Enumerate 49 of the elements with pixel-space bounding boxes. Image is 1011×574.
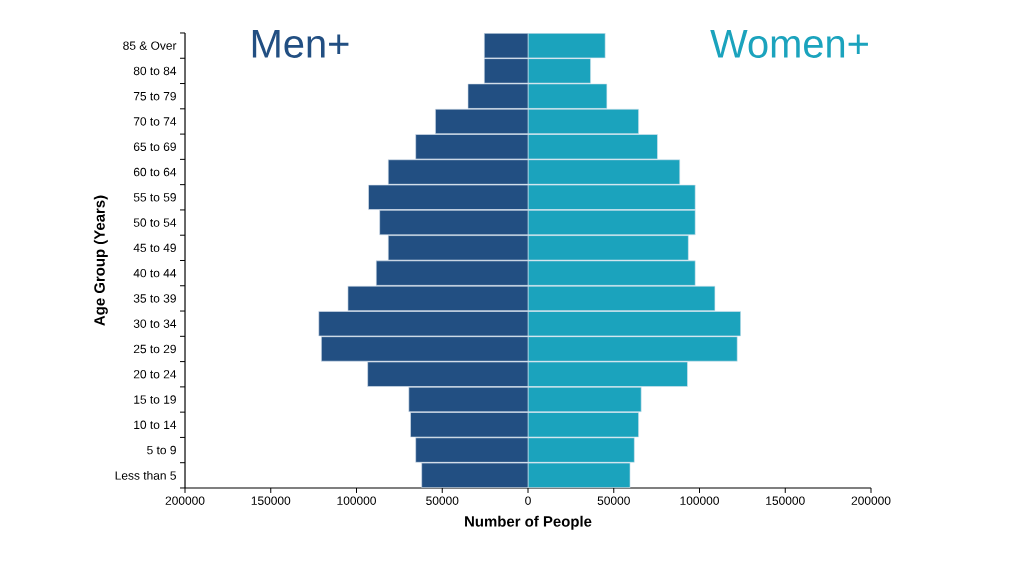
x-axis-title: Number of People bbox=[465, 515, 592, 530]
text: Women+ bbox=[710, 30, 868, 58]
x-tick-label: 50000 bbox=[426, 496, 459, 505]
bar bbox=[527, 108, 639, 135]
bar bbox=[527, 386, 642, 413]
bar bbox=[527, 159, 681, 185]
y-tick-label: 30 to 34 bbox=[133, 319, 177, 328]
bar bbox=[527, 311, 741, 337]
y-tick-label: 55 to 59 bbox=[133, 193, 176, 202]
y-tick-label: 10 to 14 bbox=[134, 420, 177, 430]
x-tick-label: 200000 bbox=[851, 496, 891, 505]
y-tick-label: 35 to 39 bbox=[133, 294, 176, 303]
bar bbox=[527, 361, 688, 387]
y-tick-label: 60 to 64 bbox=[133, 167, 177, 177]
y-tick-label: 5 to 9 bbox=[147, 445, 176, 455]
bar bbox=[527, 260, 696, 286]
y-axis-title: Age Group (Years) bbox=[93, 195, 108, 326]
x-tick-label: 100000 bbox=[680, 496, 719, 505]
text: Men+ bbox=[252, 30, 349, 58]
y-tick-label: 40 to 44 bbox=[133, 268, 177, 278]
bar bbox=[527, 184, 696, 210]
y-tick-label: 20 to 24 bbox=[133, 370, 177, 379]
y-tick-label: 15 to 19 bbox=[134, 395, 176, 404]
x-tick-label: 100000 bbox=[337, 496, 376, 505]
bar bbox=[527, 33, 606, 59]
y-tick-label: 85 & Over bbox=[123, 41, 177, 50]
y-tick-label: 75 to 79 bbox=[133, 91, 176, 101]
y-tick-label: 25 to 29 bbox=[133, 344, 176, 354]
x-tick-label: 0 bbox=[525, 496, 531, 505]
bar bbox=[527, 235, 689, 261]
x-tick-label: 200000 bbox=[165, 496, 205, 505]
bar bbox=[527, 58, 591, 84]
bar bbox=[527, 336, 738, 362]
y-tick-label: Less than 5 bbox=[115, 470, 176, 480]
bar bbox=[527, 285, 716, 311]
bar bbox=[527, 83, 608, 109]
bar bbox=[527, 210, 696, 236]
y-tick-label: 65 to 69 bbox=[133, 142, 176, 151]
x-tick-label: 50000 bbox=[597, 496, 630, 505]
x-tick-label: 150000 bbox=[766, 496, 805, 505]
bar bbox=[527, 437, 635, 463]
bar bbox=[527, 134, 658, 160]
y-tick-label: 45 to 49 bbox=[133, 243, 176, 253]
y-tick-label: 80 to 84 bbox=[133, 66, 177, 76]
y-tick-label: 70 to 74 bbox=[133, 117, 177, 126]
bar bbox=[527, 462, 631, 488]
y-tick-label: 50 to 54 bbox=[133, 218, 177, 227]
bar bbox=[527, 412, 639, 438]
x-tick-label: 150000 bbox=[251, 496, 291, 505]
